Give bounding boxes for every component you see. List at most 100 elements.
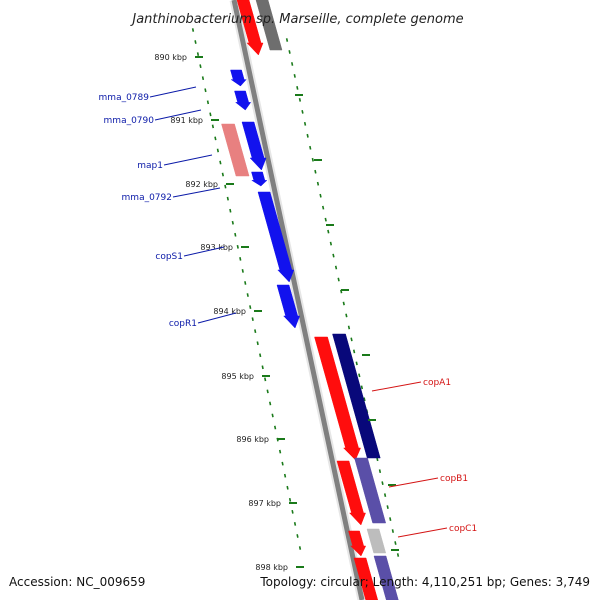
scale-dot-right xyxy=(298,98,302,102)
scale-dot-right xyxy=(301,109,304,114)
gene-feature-copB1-strand xyxy=(354,457,387,524)
gene-feature-copS1 xyxy=(257,191,295,283)
scale-dot-right xyxy=(319,193,322,198)
scale-dot-left xyxy=(298,546,302,550)
gene-feature-copB1 xyxy=(336,460,366,526)
gene-feature-mma_0792 xyxy=(241,121,267,171)
scale-dot-left xyxy=(206,100,210,105)
gene-label-leader xyxy=(172,187,221,198)
scale-dot-right xyxy=(358,373,361,378)
gene-label-leader xyxy=(397,527,448,538)
scale-dot-left xyxy=(273,425,277,430)
scale-dot-right xyxy=(303,121,307,126)
scale-dot-right xyxy=(389,517,392,521)
scale-dot-left xyxy=(191,28,195,32)
scale-dot-right xyxy=(378,469,382,474)
gene-label-copC1: copC1 xyxy=(449,524,477,534)
scale-dot-left xyxy=(196,52,200,56)
gene-label-leader xyxy=(163,154,213,166)
scale-dot-left xyxy=(266,389,269,394)
scale-dot-left xyxy=(214,136,217,141)
gene-label-mma_0789: mma_0789 xyxy=(99,93,150,103)
scale-dot-right xyxy=(293,74,296,78)
scale-dot-left xyxy=(236,244,239,249)
scale-dot-left xyxy=(201,76,205,81)
scale-dot-left xyxy=(229,208,232,213)
scale-tick-label: 891 kbp xyxy=(170,116,203,125)
scale-dot-right xyxy=(355,361,358,366)
gene-feature-red-lower xyxy=(353,557,379,600)
scale-dot-left xyxy=(283,473,287,478)
scale-dot-left xyxy=(281,461,284,466)
scale-dot-left xyxy=(246,293,249,297)
scale-dot-right xyxy=(363,397,366,402)
scale-dot-left xyxy=(244,281,247,285)
scale-dot-right xyxy=(296,86,299,90)
scale-dot-right xyxy=(309,145,312,150)
gene-feature-red xyxy=(236,0,264,56)
gene-label-mma_0792: mma_0792 xyxy=(122,193,172,203)
scale-dot-left xyxy=(264,377,267,382)
gene-label-leader xyxy=(154,109,202,121)
scale-dot-left xyxy=(278,449,282,454)
scale-tick-label: 892 kbp xyxy=(185,180,218,189)
gene-feature-copR1 xyxy=(276,284,301,329)
scale-dot-left xyxy=(231,220,234,225)
scale-dot-right xyxy=(394,541,397,545)
scale-dot-right xyxy=(350,337,353,342)
scale-dot-left xyxy=(254,329,257,334)
gene-feature-copC1 xyxy=(348,530,367,557)
gene-feature-mma_0790 xyxy=(234,90,252,111)
gene-label-map1: map1 xyxy=(137,161,163,171)
scale-dot-left xyxy=(224,184,227,189)
gene-label-copB1: copB1 xyxy=(440,474,468,484)
scale-dot-left xyxy=(269,401,272,406)
scale-tick-label: 896 kbp xyxy=(236,435,269,444)
gene-feature-mma_0789 xyxy=(230,69,247,87)
scale-dot-left xyxy=(291,509,294,514)
scale-dot-right xyxy=(352,349,356,354)
gene-label-copS1: copS1 xyxy=(155,252,183,262)
scale-dot-left xyxy=(194,40,197,44)
scale-dot-right xyxy=(324,217,327,222)
gene-feature-copC1-strand xyxy=(366,528,387,554)
scale-dot-left xyxy=(211,124,215,129)
scale-dot-right xyxy=(327,229,330,234)
scale-dot-right xyxy=(396,553,400,557)
scale-dot-right xyxy=(345,313,348,318)
scale-tick-label: 890 kbp xyxy=(154,53,187,62)
gene-label-mma_0790: mma_0790 xyxy=(104,116,155,126)
scale-dot-right xyxy=(386,505,389,509)
backbone-line xyxy=(231,0,365,600)
accession-text: Accession: NC_009659 xyxy=(9,575,145,589)
scale-dot-right xyxy=(311,157,314,162)
scale-dot-right xyxy=(314,169,317,174)
scale-dot-right xyxy=(288,50,291,54)
scale-tick-label: 895 kbp xyxy=(221,372,254,381)
gene-label-copA1: copA1 xyxy=(423,378,451,388)
scale-dot-right xyxy=(383,493,387,497)
gene-label-leader xyxy=(388,477,439,488)
scale-dot-left xyxy=(293,522,297,526)
scale-tick-label: 893 kbp xyxy=(200,243,233,252)
scale-dot-right xyxy=(291,62,294,66)
gene-feature-copA1 xyxy=(314,336,361,461)
scale-dot-left xyxy=(226,196,229,201)
scale-dot-left xyxy=(256,341,259,346)
scale-ticks: 890 kbp 891 kbp 892 kbp 893 kbp 894 kbp 895 k… xyxy=(154,53,399,572)
scale-dot-right xyxy=(334,265,338,270)
scale-dot-right xyxy=(306,133,309,138)
gene-labels: mma_0789 mma_0790 map1 mma_0792 copS1 copR1 co… xyxy=(99,86,477,538)
gene-label-leader xyxy=(149,86,197,98)
scale-dot-left xyxy=(296,534,299,538)
gene-label-copR1: copR1 xyxy=(169,319,197,329)
scale-dot-left xyxy=(271,413,274,418)
scale-dot-right xyxy=(337,277,340,282)
scale-dot-right xyxy=(321,205,325,210)
scale-dot-right xyxy=(342,301,345,306)
scale-dot-right xyxy=(285,38,289,42)
gene-label-leader xyxy=(371,381,422,392)
scale-dot-left xyxy=(209,112,212,117)
scale-dot-left xyxy=(216,148,220,153)
